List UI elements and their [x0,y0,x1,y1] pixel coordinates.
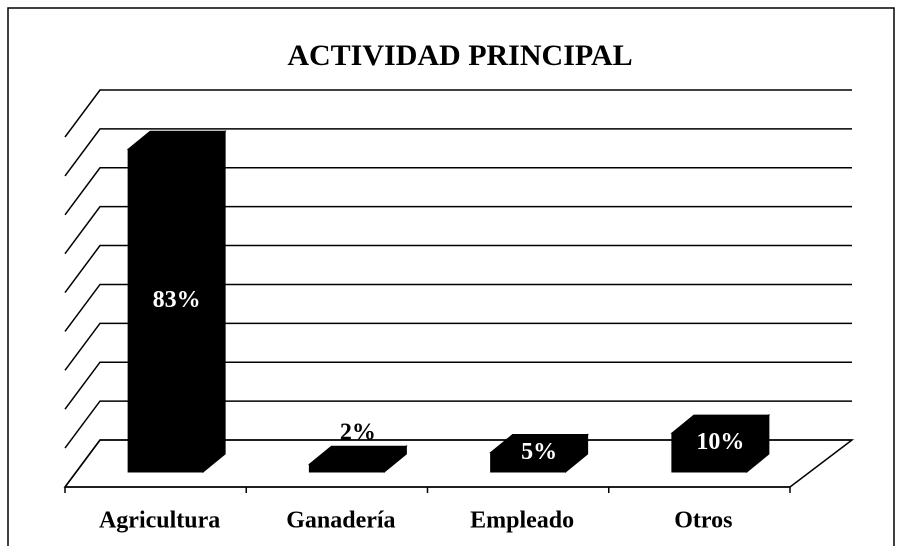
grid-line [64,244,852,294]
grid-line [64,205,852,255]
data-label: 2% [340,420,376,446]
grid-line [64,167,852,216]
x-tick-label: Agricultura [99,508,220,534]
bar-face [202,130,226,474]
data-label: 83% [153,287,201,313]
bar-face [746,414,770,474]
bar [489,433,590,474]
grid-line [64,322,852,371]
grid-line [64,439,852,488]
bar [670,414,771,474]
grid-line [64,89,852,138]
bar [307,445,408,474]
data-label: 5% [521,439,557,465]
grid-line [64,400,852,449]
x-tick-label: Ganadería [286,508,395,534]
x-tick-label: Otros [674,508,732,534]
bar-face [383,445,407,474]
bar-face [565,433,589,474]
grid-line [64,283,852,332]
bar [126,130,227,474]
grid-line [64,128,852,177]
grid-line [64,361,852,410]
chart-frame [7,7,895,546]
data-label: 10% [696,429,744,455]
chart-title: ACTIVIDAD PRINCIPAL [287,39,632,72]
bar-face [308,463,385,473]
x-tick-label: Empleado [470,508,574,534]
